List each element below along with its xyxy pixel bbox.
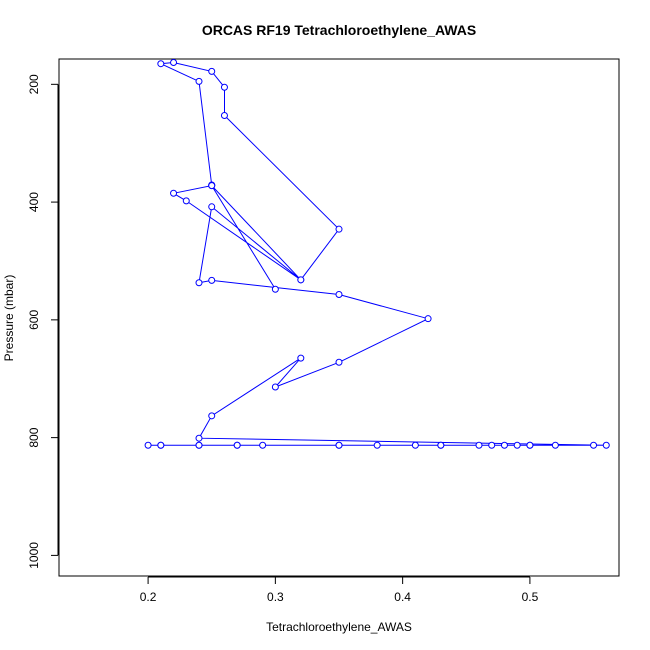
data-point bbox=[590, 441, 598, 449]
data-point bbox=[500, 441, 508, 449]
data-point bbox=[488, 441, 496, 449]
data-point bbox=[157, 441, 165, 449]
x-tick-label: 0.2 bbox=[140, 590, 157, 604]
data-point bbox=[335, 291, 343, 299]
data-point bbox=[170, 59, 178, 67]
data-point bbox=[195, 434, 203, 442]
data-point bbox=[335, 225, 343, 233]
chart-title: ORCAS RF19 Tetrachloroethylene_AWAS bbox=[202, 22, 476, 38]
x-tick-label: 0.5 bbox=[522, 590, 539, 604]
data-point bbox=[182, 197, 190, 205]
data-point bbox=[513, 441, 521, 449]
data-point bbox=[297, 354, 305, 362]
data-point bbox=[208, 412, 216, 420]
y-tick-label: 400 bbox=[27, 192, 41, 212]
series-line bbox=[148, 61, 607, 446]
data-point bbox=[220, 112, 228, 120]
data-point bbox=[208, 203, 216, 211]
y-axis: 200 400 600 800 1000 bbox=[27, 74, 59, 569]
x-tick-label: 0.4 bbox=[394, 590, 411, 604]
data-point bbox=[208, 276, 216, 284]
data-point bbox=[297, 276, 305, 284]
data-point bbox=[195, 279, 203, 287]
data-point bbox=[220, 83, 228, 91]
y-tick-label: 1000 bbox=[27, 542, 41, 569]
data-point bbox=[551, 441, 559, 449]
data-point bbox=[170, 189, 178, 197]
y-axis-label: Pressure (mbar) bbox=[2, 275, 16, 362]
data-point bbox=[424, 315, 432, 323]
data-point bbox=[157, 60, 165, 68]
data-point bbox=[526, 441, 534, 449]
data-point bbox=[144, 441, 152, 449]
data-point bbox=[271, 383, 279, 391]
data-point bbox=[233, 441, 241, 449]
data-point bbox=[373, 441, 381, 449]
plot-series bbox=[144, 59, 610, 449]
data-point bbox=[208, 67, 216, 75]
x-axis-label: Tetrachloroethylene_AWAS bbox=[266, 620, 412, 634]
y-tick-label: 200 bbox=[27, 74, 41, 94]
y-tick-label: 600 bbox=[27, 310, 41, 330]
data-point bbox=[335, 441, 343, 449]
data-point bbox=[602, 441, 610, 449]
data-point bbox=[195, 77, 203, 85]
data-point bbox=[195, 441, 203, 449]
data-point bbox=[411, 441, 419, 449]
data-point bbox=[437, 441, 445, 449]
plot-frame bbox=[58, 58, 620, 577]
y-tick-label: 800 bbox=[27, 427, 41, 447]
x-tick-label: 0.3 bbox=[267, 590, 284, 604]
data-point bbox=[475, 441, 483, 449]
data-point bbox=[335, 358, 343, 366]
data-point bbox=[271, 285, 279, 293]
data-point bbox=[259, 441, 267, 449]
x-axis: 0.2 0.3 0.4 0.5 bbox=[140, 576, 539, 604]
data-point bbox=[208, 182, 216, 190]
